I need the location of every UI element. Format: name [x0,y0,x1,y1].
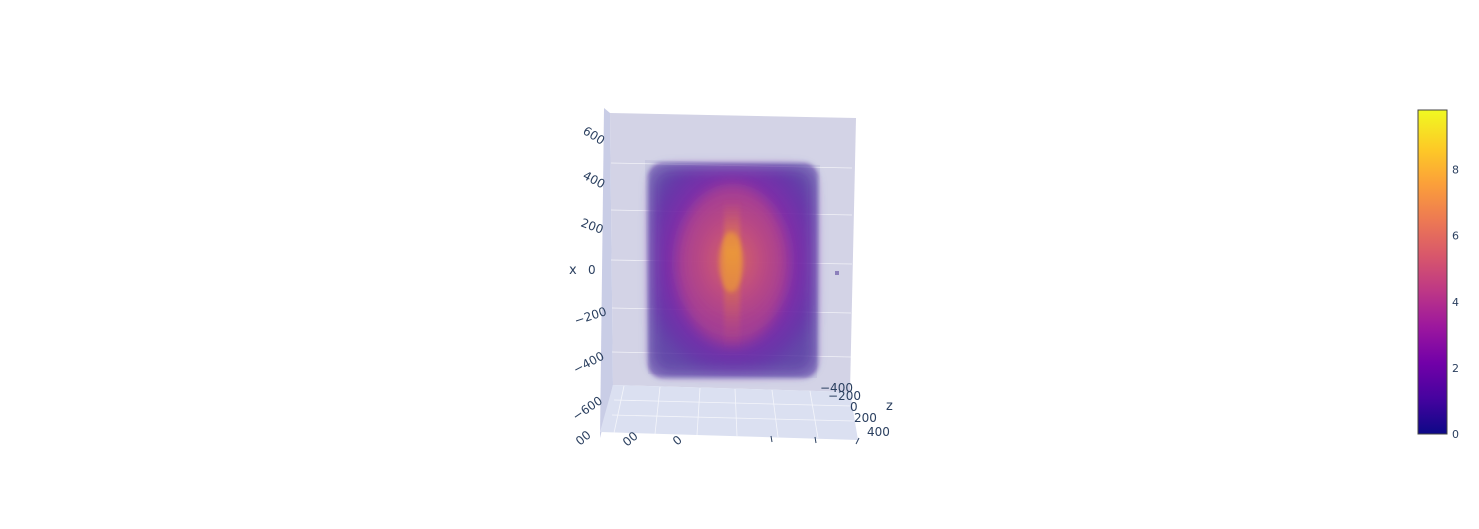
volume-trace[interactable] [648,163,839,378]
x-tick: 0 [588,263,596,277]
svg-text:00: 00 [573,428,594,449]
x-tick: −600 [570,393,605,423]
colorbar-tick: 0 [1452,428,1459,441]
colorbar-tick: 6 [1452,230,1459,243]
z-tick: 400 [867,425,890,439]
colorbar-tick: 4 [1452,296,1459,309]
x-axis-title: x [569,263,577,278]
x-tick: 600 [580,124,607,148]
z-axis-title: z [886,399,893,414]
colorbar[interactable]: 8 6 4 2 0 [1418,110,1459,441]
colorbar-tick: 2 [1452,362,1459,375]
z-tick: 200 [854,411,877,425]
colorbar-ticks: 8 6 4 2 0 [1452,164,1459,442]
colorbar-tick: 8 [1452,164,1459,177]
svg-text:0: 0 [670,433,685,449]
colorbar-gradient[interactable] [1418,110,1447,434]
x-tick: 200 [579,216,605,237]
